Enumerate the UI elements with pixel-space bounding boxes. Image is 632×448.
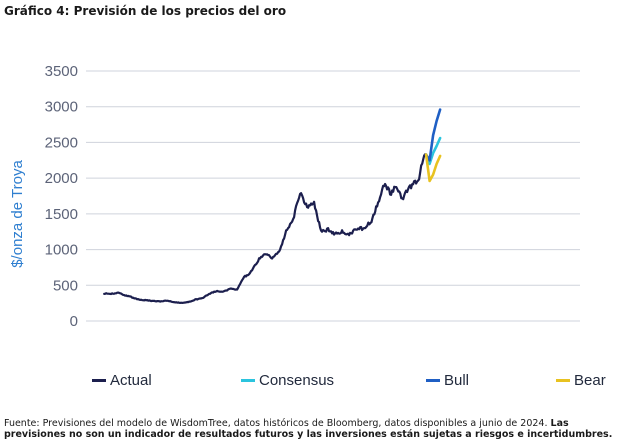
series-line-bear — [424, 153, 442, 183]
legend-swatch-actual — [92, 379, 106, 382]
series-lines — [103, 108, 442, 304]
y-tick-label: 1500 — [45, 206, 78, 223]
legend-swatch-bear — [556, 379, 570, 382]
legend-label-consensus: Consensus — [259, 372, 335, 389]
chart-title: Gráfico 4: Previsión de los precios del … — [4, 4, 287, 18]
legend-item-bull: Bull — [426, 372, 469, 389]
y-tick-label: 0 — [70, 313, 78, 330]
legend-label-bull: Bull — [444, 372, 470, 389]
y-tick-label: 2000 — [45, 170, 78, 187]
y-tick-label: 3000 — [45, 99, 78, 116]
legend: Actual Consensus Bull Bear — [0, 372, 632, 394]
legend-label-bear: Bear — [574, 372, 606, 389]
y-tick-labels: 0 500 1000 1500 2000 2500 3000 3500 — [45, 63, 78, 330]
legend-item-bear: Bear — [556, 372, 606, 389]
legend-item-actual: Actual — [92, 372, 152, 389]
legend-label-actual: Actual — [110, 372, 152, 389]
y-tick-label: 500 — [53, 277, 78, 294]
legend-swatch-consensus — [241, 379, 255, 382]
footnote-text: Fuente: Previsiones del modelo de Wisdom… — [4, 418, 551, 429]
y-tick-label: 3500 — [45, 63, 78, 80]
y-tick-label: 2500 — [45, 134, 78, 151]
footnote: Fuente: Previsiones del modelo de Wisdom… — [4, 418, 628, 440]
legend-item-consensus: Consensus — [241, 372, 334, 389]
y-tick-label: 1000 — [45, 242, 78, 259]
y-axis-label: $/onza de Troya — [9, 160, 26, 268]
series-line-bull — [424, 108, 442, 162]
grid-lines — [86, 70, 580, 322]
footnote-disclaimer: Las previsiones no son un indicador de r… — [4, 418, 613, 440]
legend-swatch-bull — [426, 379, 440, 382]
series-line-actual — [103, 153, 428, 304]
